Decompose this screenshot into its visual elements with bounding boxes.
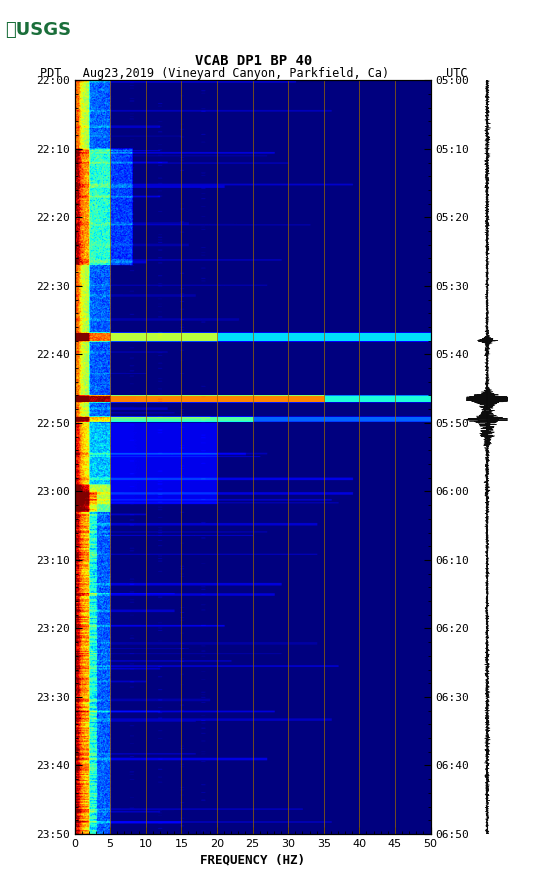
Text: VCAB DP1 BP 40: VCAB DP1 BP 40: [195, 54, 312, 68]
Text: PDT   Aug23,2019 (Vineyard Canyon, Parkfield, Ca)        UTC: PDT Aug23,2019 (Vineyard Canyon, Parkfie…: [40, 67, 468, 80]
Text: ⛰USGS: ⛰USGS: [6, 21, 72, 38]
X-axis label: FREQUENCY (HZ): FREQUENCY (HZ): [200, 853, 305, 866]
